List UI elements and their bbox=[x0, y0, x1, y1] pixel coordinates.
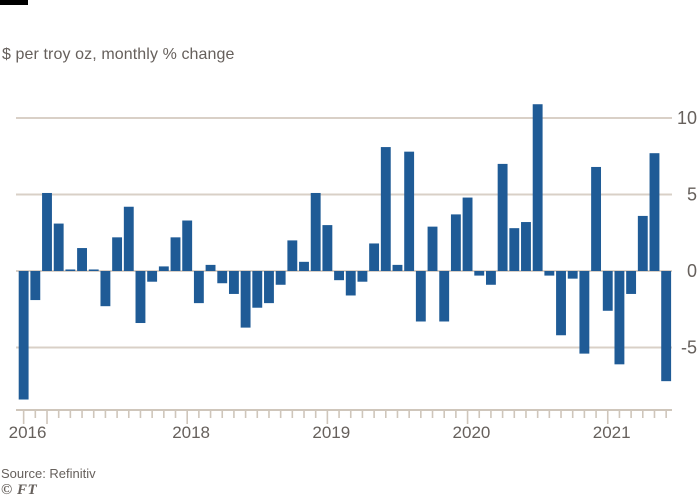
bar bbox=[264, 271, 274, 304]
bar bbox=[614, 271, 625, 365]
bar bbox=[112, 237, 123, 271]
y-axis-label: 5 bbox=[687, 185, 697, 205]
bar bbox=[439, 271, 450, 322]
bar bbox=[404, 151, 415, 271]
bar bbox=[567, 271, 578, 279]
bar bbox=[591, 166, 602, 271]
bar bbox=[626, 271, 637, 294]
bar bbox=[322, 225, 333, 271]
bar bbox=[415, 271, 426, 322]
bar bbox=[65, 269, 76, 271]
y-axis-label: 10 bbox=[677, 108, 697, 128]
bar bbox=[485, 271, 496, 285]
bar bbox=[532, 104, 543, 271]
bar bbox=[205, 264, 216, 271]
bar bbox=[602, 271, 613, 311]
bar bbox=[182, 220, 193, 271]
bar bbox=[275, 271, 286, 285]
bar bbox=[30, 271, 41, 301]
bar bbox=[661, 271, 672, 382]
bar bbox=[42, 192, 52, 271]
bar bbox=[380, 147, 391, 271]
bar bbox=[100, 271, 111, 307]
bar bbox=[521, 222, 531, 271]
bar bbox=[649, 153, 660, 271]
x-axis-year-label: 2019 bbox=[312, 423, 350, 442]
bar bbox=[18, 271, 29, 400]
bar bbox=[556, 271, 566, 336]
x-axis-year-label: 2016 bbox=[9, 423, 47, 442]
bar bbox=[462, 197, 473, 271]
x-axis-year-label: 2020 bbox=[453, 423, 491, 442]
bar bbox=[147, 271, 158, 282]
bar bbox=[392, 264, 403, 271]
bar bbox=[287, 240, 298, 271]
bar bbox=[53, 223, 64, 271]
bar bbox=[193, 271, 204, 304]
bar bbox=[135, 271, 146, 324]
bar bbox=[77, 248, 87, 271]
bar bbox=[299, 261, 309, 271]
bar bbox=[252, 271, 263, 308]
chart-subtitle: $ per troy oz, monthly % change bbox=[2, 46, 235, 63]
y-axis-label: -5 bbox=[681, 338, 697, 358]
ft-logo: © FT bbox=[1, 482, 38, 498]
bar bbox=[310, 192, 321, 271]
bar bbox=[637, 215, 648, 271]
x-axis-year-label: 2018 bbox=[172, 423, 210, 442]
bar bbox=[345, 271, 356, 296]
bar bbox=[88, 269, 99, 271]
bar bbox=[217, 271, 228, 284]
y-axis-label: 0 bbox=[687, 261, 697, 281]
x-axis-year-label: 2021 bbox=[593, 423, 631, 442]
bar bbox=[474, 271, 485, 276]
bar bbox=[497, 163, 508, 271]
bar bbox=[228, 271, 239, 294]
bar bbox=[450, 214, 461, 271]
bar bbox=[158, 266, 169, 271]
bar bbox=[240, 271, 251, 328]
bar bbox=[334, 271, 344, 281]
bar bbox=[123, 206, 134, 271]
bar bbox=[579, 271, 590, 354]
bar bbox=[170, 237, 181, 271]
bar bbox=[369, 243, 380, 271]
ft-slug-bar bbox=[0, 0, 28, 5]
source-label: Source: Refinitiv bbox=[1, 466, 96, 481]
bar bbox=[427, 226, 438, 271]
bar bbox=[544, 271, 555, 276]
bar bbox=[509, 228, 520, 271]
bar bbox=[357, 271, 368, 282]
